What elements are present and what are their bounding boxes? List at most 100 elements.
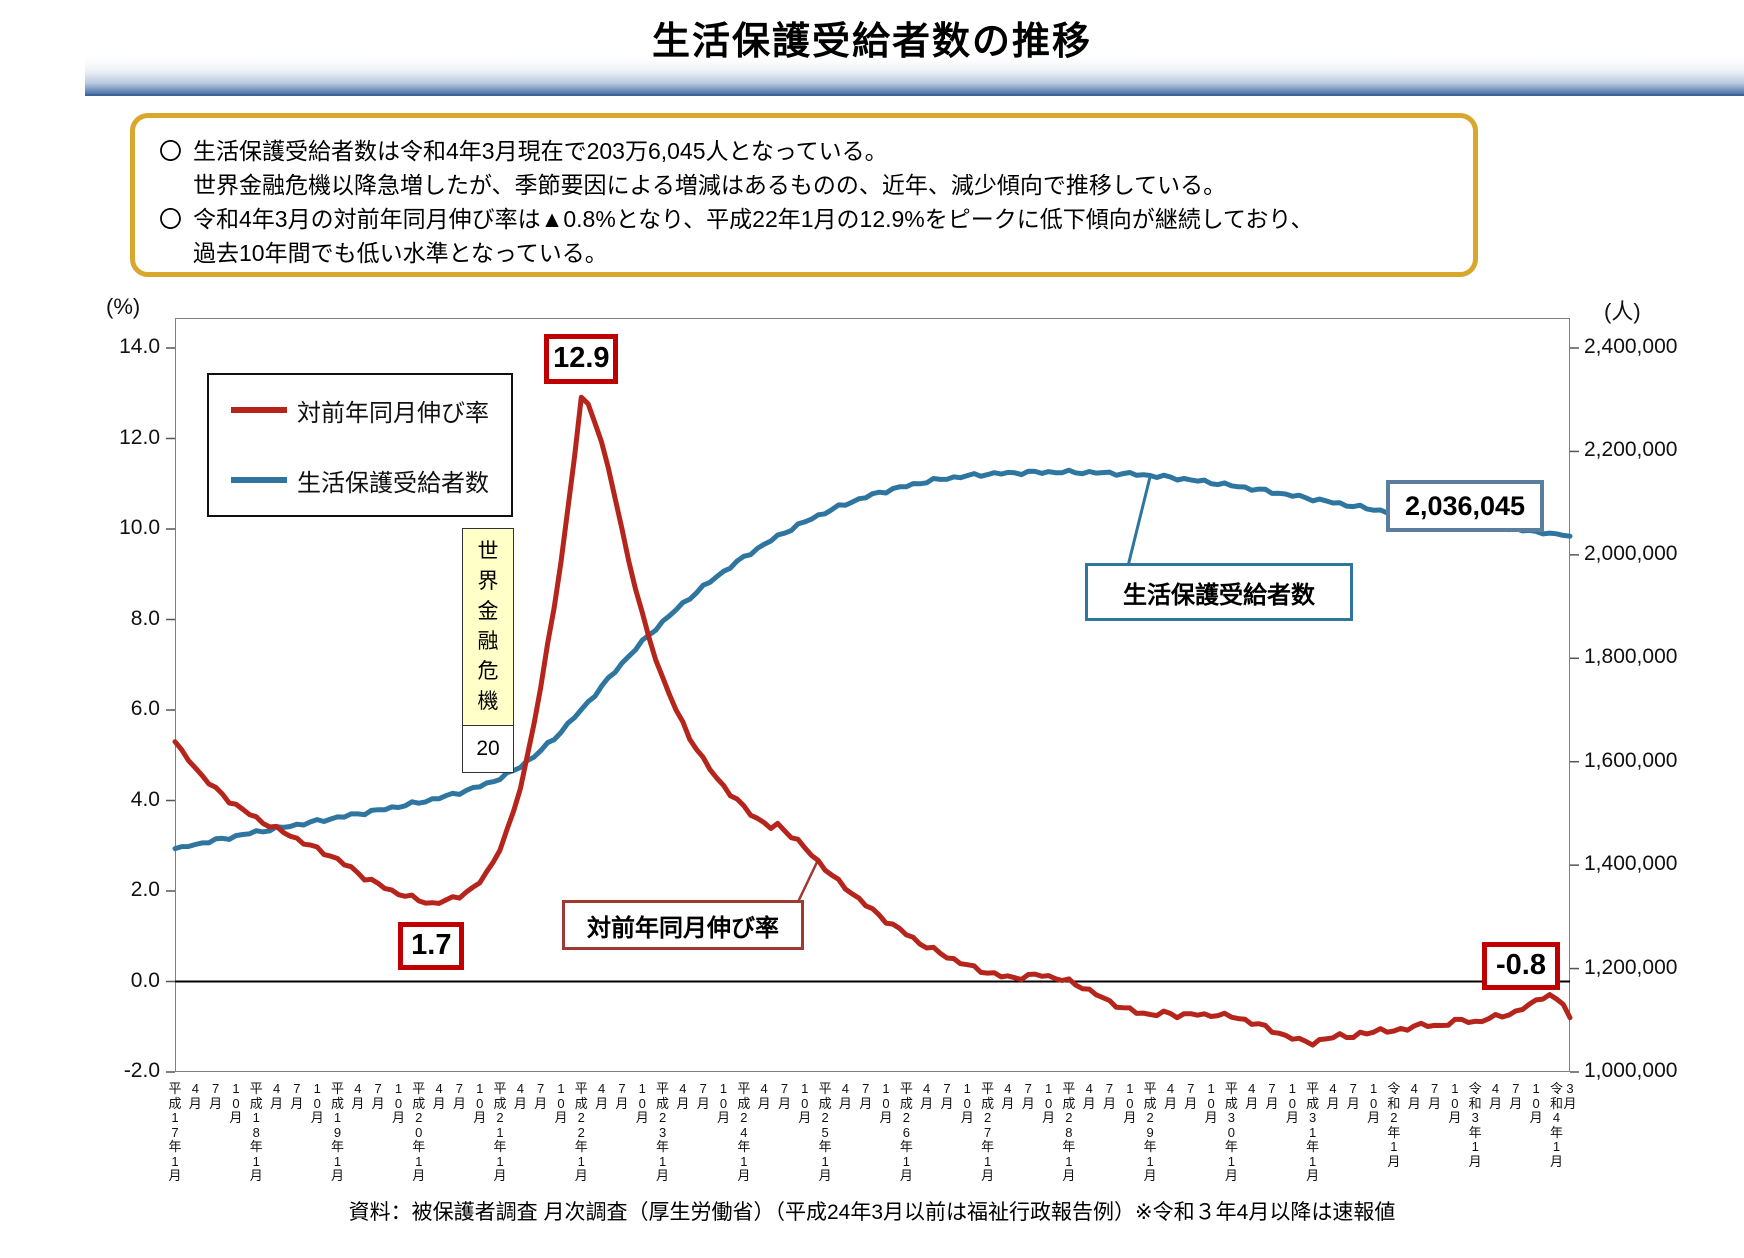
growth-rate-line	[172, 394, 1573, 1048]
left-axis-unit: (%)	[106, 294, 141, 319]
chart-legend: 対前年同月伸び率 生活保護受給者数	[207, 373, 513, 517]
summary-line: 過去10年間でも低い水準となっている。	[193, 240, 608, 266]
crisis-label-char: 機	[477, 690, 499, 713]
recipients-callout-label: 生活保護受給者数	[1085, 563, 1353, 621]
crisis-label-char: 界	[477, 570, 499, 593]
crisis-label-char: 融	[477, 630, 499, 653]
source-note: 資料：被保護者調査 月次調査（厚生労働省）（平成24年3月以前は福祉行政報告例）…	[348, 1201, 1396, 1224]
right-axis-tick-label: 2,200,000	[1584, 438, 1678, 462]
latest-count-badge: 2,036,045	[1386, 480, 1544, 532]
right-axis-tick-label: 1,600,000	[1584, 748, 1678, 772]
crisis-label-char: 世	[477, 540, 499, 563]
right-axis-unit: (人)	[1604, 299, 1641, 324]
right-axis-tick-label: 2,000,000	[1584, 541, 1678, 565]
left-axis-tick-label: 10.0	[119, 516, 160, 539]
growth-rate-callout-label: 対前年同月伸び率	[562, 900, 804, 950]
bullet-marker: 〇	[159, 138, 182, 164]
page-title: 生活保護受給者数の推移	[651, 21, 1092, 63]
bullet-marker: 〇	[159, 206, 182, 232]
financial-crisis-label: 世界金融危機	[463, 529, 513, 725]
recipients-line	[172, 467, 1573, 852]
summary-line: 令和4年3月の対前年同月伸び率は▲0.8%となり、平成22年1月の12.9%をピ…	[193, 206, 1314, 232]
left-axis-tick-label: 12.0	[119, 425, 160, 449]
recipients-swatch	[231, 477, 287, 483]
financial-crisis-year: 20	[463, 725, 513, 772]
peak-value-badge: 12.9	[544, 333, 619, 384]
summary-bullet-2: 〇 令和4年3月の対前年同月伸び率は▲0.8%となり、平成22年1月の12.9%…	[159, 202, 1449, 236]
trough-value-badge: 1.7	[398, 921, 465, 970]
right-axis-tick-label: 2,400,000	[1584, 335, 1678, 358]
left-axis-tick-label: 14.0	[119, 335, 160, 358]
legend-label: 生活保護受給者数	[297, 469, 489, 497]
recipients-callout-line	[1126, 476, 1152, 567]
growth-rate-swatch	[231, 407, 287, 413]
legend-label: 対前年同月伸び率	[297, 399, 489, 427]
right-axis-tick-label: 1,200,000	[1584, 955, 1678, 979]
summary-bullet-1: 〇 生活保護受給者数は令和4年3月現在で203万6,045人となっている。	[159, 134, 1449, 168]
summary-box: 〇 生活保護受給者数は令和4年3月現在で203万6,045人となっている。 世界…	[130, 113, 1478, 277]
left-axis-tick-label: 0.0	[130, 968, 160, 992]
legend-entry-growth-rate: 対前年同月伸び率	[209, 375, 511, 445]
growth-rate-callout-line	[796, 859, 820, 903]
